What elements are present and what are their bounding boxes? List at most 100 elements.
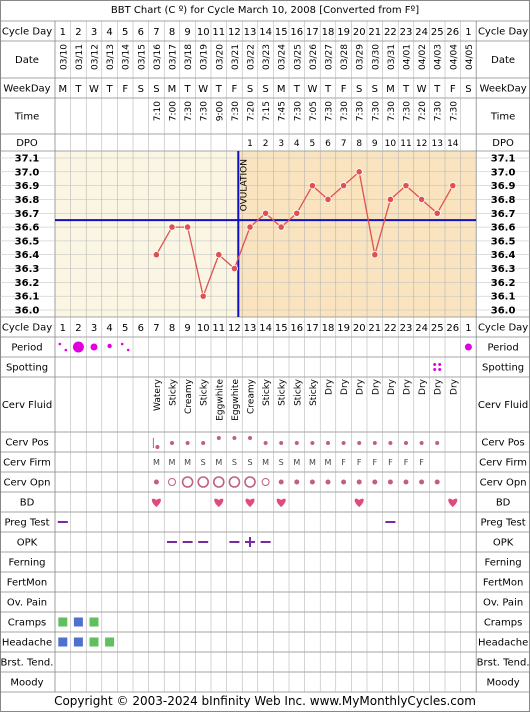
cerv-opn-open-mark (213, 476, 225, 488)
date-label: 03/21 (231, 44, 241, 70)
temperature-point (168, 223, 176, 231)
cycle-day-label-bottom: 25 (431, 323, 444, 334)
time-label: 7:20 (247, 101, 257, 121)
y-tick-label: 36.9 (15, 181, 40, 192)
weekday-label: T (402, 84, 410, 95)
cerv-fluid-label: Dry (325, 378, 335, 395)
row-label-right-weekday: WeekDay (480, 84, 527, 95)
cerv-pos-mark (419, 441, 424, 445)
time-label: 7:30 (184, 101, 194, 121)
date-label: 03/28 (340, 44, 350, 70)
cramps-mark (73, 617, 83, 627)
row-label-cramps: Cramps (8, 618, 47, 629)
cerv-opn-closed-mark (387, 479, 393, 485)
time-label: 9:00 (215, 101, 225, 121)
cycle-day-label-bottom: 7 (153, 323, 159, 334)
cerv-opn-medium-mark (168, 478, 176, 486)
temperature-point (184, 223, 192, 231)
bd-heart-icon (151, 498, 161, 507)
y-tick-label-right: 36.7 (491, 209, 516, 220)
row-label-right-cycle_day: Cycle Day (478, 27, 528, 38)
headache-mark (89, 637, 99, 647)
temperature-point (371, 251, 379, 259)
time-label: 7:05 (309, 101, 319, 121)
weekday-label: W (89, 84, 99, 95)
row-label-date: Date (15, 55, 39, 66)
row-label-right-brst_tend: Brst. Tend. (477, 658, 530, 669)
cycle-day-label-bottom: 3 (91, 323, 97, 334)
weekday-label: S (153, 84, 159, 95)
temperature-point (246, 223, 254, 231)
cerv-opn-medium-mark (261, 478, 270, 486)
cerv-opn-closed-mark (278, 479, 284, 485)
cycle-day-label-bottom: 12 (228, 323, 241, 334)
cycle-day-label: 11 (212, 27, 225, 38)
y-tick-label-right: 36.0 (491, 306, 516, 317)
cycle-day-label-bottom: 16 (290, 323, 303, 334)
cerv-opn-closed-mark (294, 479, 300, 485)
cerv-firm-label: M (184, 458, 191, 467)
cerv-pos-mark (279, 441, 284, 445)
row-label-period: Period (11, 343, 42, 354)
cerv-firm-label: M (262, 458, 269, 467)
row-label-right-spotting: Spotting (482, 363, 524, 374)
row-label-right-headache: Headache (478, 638, 528, 649)
row-label-right-date: Date (491, 55, 515, 66)
cerv-pos-mark (170, 441, 174, 445)
cycle-day-label: 13 (244, 27, 257, 38)
weekday-label: W (307, 84, 317, 95)
y-tick-label-right: 36.9 (491, 181, 516, 192)
cycle-day-label-bottom: 1 (465, 323, 471, 334)
cycle-day-label: 16 (290, 27, 303, 38)
dpo-label: 6 (325, 139, 331, 149)
cerv-fluid-label: Dry (434, 378, 444, 395)
y-tick-label: 37.1 (15, 154, 40, 165)
cerv-pos-mark (372, 441, 377, 445)
weekday-label: F (450, 84, 456, 95)
temperature-point (355, 168, 363, 176)
y-tick-label-right: 36.6 (491, 223, 516, 234)
temperature-point (277, 223, 285, 231)
weekday-label: F (341, 84, 347, 95)
bd-heart-icon (354, 498, 364, 507)
cycle-day-label-bottom: 17 (306, 323, 319, 334)
cerv-opn-open-mark (244, 476, 256, 488)
cerv-firm-label: F (388, 458, 393, 467)
cerv-pos-mark (388, 441, 393, 445)
y-tick-label-right: 36.5 (491, 236, 516, 247)
spotting-mark (438, 368, 442, 371)
cycle-day-label: 18 (322, 27, 335, 38)
weekday-label: T (293, 84, 301, 95)
y-tick-label-right: 37.0 (491, 167, 516, 178)
cerv-fluid-label: Dry (403, 378, 413, 395)
row-label-ov_pain: Ov. Pain (7, 598, 47, 609)
row-label-moody: Moody (10, 678, 43, 689)
bd-heart-icon (276, 498, 286, 507)
time-label: 7:30 (325, 101, 335, 121)
cycle-day-label: 12 (228, 27, 241, 38)
cramps-mark (58, 617, 68, 627)
cycle-day-label-bottom: 11 (212, 323, 225, 334)
cerv-fluid-label: Dry (387, 378, 397, 395)
temperature-point (152, 251, 160, 259)
weekday-label: S (356, 84, 362, 95)
spotting-mark (438, 363, 442, 366)
cerv-pos-mark (216, 436, 221, 440)
row-label-spotting: Spotting (6, 363, 48, 374)
row-label-cycle_day: Cycle Day (2, 27, 52, 38)
date-label: 03/24 (278, 44, 288, 70)
cycle-day-label-bottom: 15 (275, 323, 288, 334)
row-label-right-time: Time (490, 112, 515, 123)
y-tick-label: 36.7 (15, 209, 40, 220)
cerv-pos-mark (185, 441, 190, 445)
dpo-label: 9 (372, 139, 378, 149)
period-heavy-mark (72, 341, 84, 353)
cerv-firm-label: M (169, 458, 176, 467)
row-label-right-ov_pain: Ov. Pain (483, 598, 523, 609)
date-label: 04/05 (465, 44, 475, 70)
weekday-label: F (232, 84, 238, 95)
y-tick-label-right: 36.4 (491, 250, 516, 261)
period-medium-mark (464, 343, 472, 351)
cerv-firm-label: M (325, 458, 332, 467)
